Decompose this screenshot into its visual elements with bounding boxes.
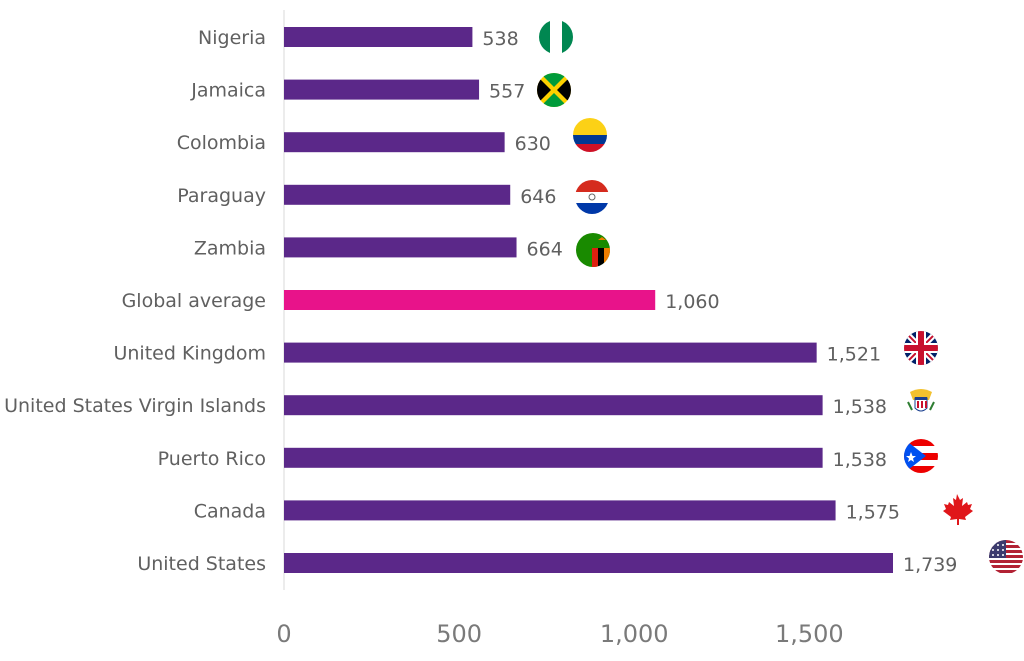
value-label: 630 [515,133,551,155]
bar [284,500,836,521]
nigeria-flag-icon [539,20,573,54]
x-tick-label: 1,500 [775,620,844,648]
x-tick-label: 500 [436,620,482,648]
bars [284,27,893,573]
value-label: 1,538 [833,449,887,471]
category-label: Canada [194,500,266,522]
category-label: Zambia [194,237,266,259]
bar [284,184,511,205]
x-axis: 0 500 1,000 1,500 [276,10,844,648]
value-label: 1,575 [846,501,900,523]
bar [284,447,823,468]
bar [284,79,480,100]
usvi-flag-icon [904,385,938,419]
puerto-rico-flag-icon [904,439,938,473]
x-tick-label: 1,000 [600,620,669,648]
canada-maple-leaf-icon [943,494,973,525]
bar [284,395,823,416]
category-label: United States [137,553,266,575]
bar [284,237,517,258]
usa-flag-icon [989,540,1023,574]
labels: Nigeria 538 Jamaica 557 Colombia 630 Paraguay 6… [4,27,957,576]
bar [284,27,473,47]
value-label: 1,521 [827,344,881,366]
value-label: 646 [520,186,556,208]
category-label: Global average [122,290,266,312]
value-label: 1,538 [833,396,887,418]
value-label: 557 [489,81,525,103]
bar [284,132,505,153]
value-label: 538 [482,28,518,50]
zambia-flag-icon [576,233,610,267]
category-label: Puerto Rico [158,448,266,470]
value-label: 664 [527,238,563,260]
category-label: Paraguay [177,185,266,207]
value-label: 1,739 [903,554,957,576]
uk-flag-icon [904,331,938,365]
value-label: 1,060 [665,291,719,313]
x-tick-label: 0 [276,620,291,648]
colombia-flag-icon [573,118,607,152]
category-label: Colombia [177,132,266,154]
paraguay-flag-icon [575,180,609,214]
jamaica-flag-icon [537,73,571,107]
bar [284,553,893,573]
category-label: United States Virgin Islands [4,395,266,417]
category-label: Jamaica [190,80,266,102]
category-label: Nigeria [198,27,266,49]
bar [284,342,817,363]
category-label: United Kingdom [113,343,266,365]
bar [284,290,656,310]
